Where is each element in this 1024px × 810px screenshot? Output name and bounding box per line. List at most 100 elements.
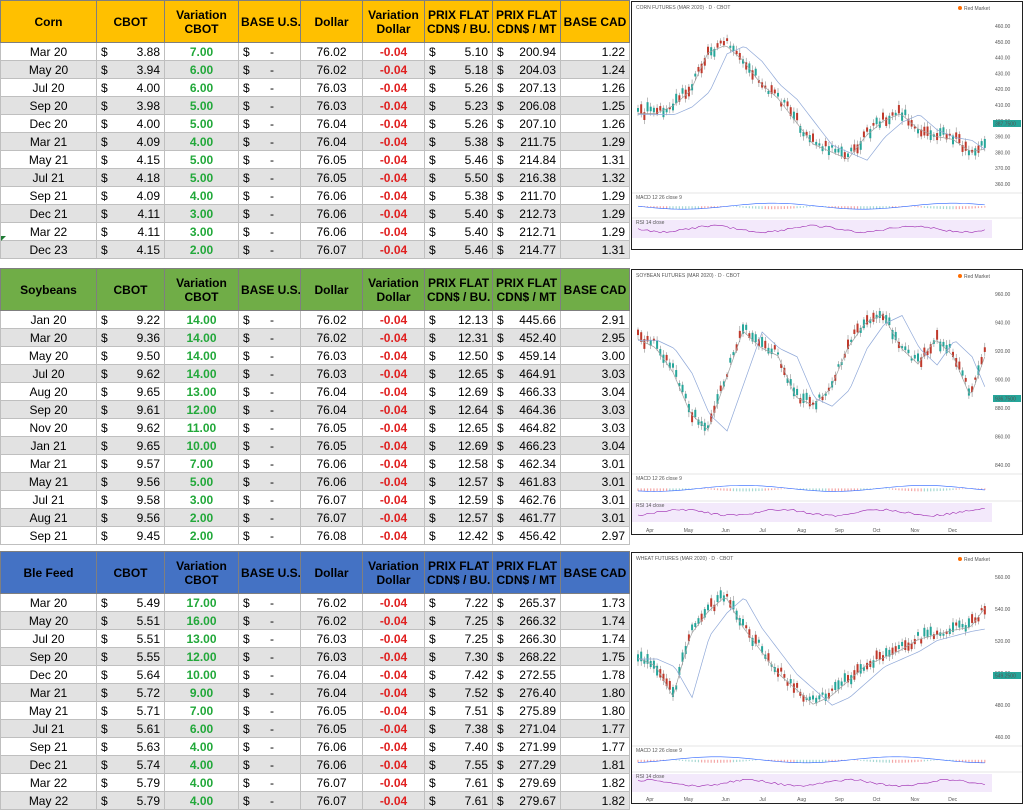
flat-price-mt: $212.73 bbox=[493, 205, 561, 223]
candle-body bbox=[923, 628, 925, 637]
macd-histogram-bar bbox=[825, 488, 826, 491]
dollar-rate: 76.02 bbox=[301, 329, 363, 347]
macd-histogram-bar bbox=[911, 488, 912, 491]
currency-symbol: $ bbox=[497, 117, 504, 131]
money-value: $- bbox=[243, 704, 296, 718]
macd-histogram-bar bbox=[707, 760, 708, 763]
currency-symbol: $ bbox=[429, 403, 436, 417]
amount: 7.40 bbox=[465, 740, 488, 754]
money-value: $5.61 bbox=[101, 722, 160, 736]
dollar-rate: 76.06 bbox=[301, 756, 363, 774]
currency-symbol: $ bbox=[429, 668, 436, 682]
money-value: $5.51 bbox=[101, 632, 160, 646]
candle-body bbox=[809, 397, 811, 406]
macd-histogram-bar bbox=[873, 206, 874, 209]
header-line: Dollar bbox=[303, 566, 360, 580]
candle-body bbox=[758, 640, 760, 643]
cbot-price: $9.45 bbox=[97, 527, 165, 545]
flat-price-bu: $12.31 bbox=[425, 329, 493, 347]
money-value: $464.36 bbox=[497, 403, 556, 417]
commodity-name: Corn bbox=[1, 1, 97, 43]
currency-symbol: $ bbox=[243, 668, 250, 682]
candle-body bbox=[837, 364, 839, 366]
variation-dollar: -0.04 bbox=[363, 509, 425, 527]
macd-histogram-bar bbox=[851, 488, 852, 490]
money-value: $- bbox=[243, 758, 296, 772]
candle-body bbox=[904, 346, 906, 350]
macd-histogram-bar bbox=[911, 760, 912, 763]
amount: 7.25 bbox=[465, 614, 488, 628]
macd-histogram-bar bbox=[936, 488, 937, 491]
flat-price-bu: $12.57 bbox=[425, 509, 493, 527]
money-value: $7.38 bbox=[429, 722, 488, 736]
macd-histogram-bar bbox=[736, 206, 737, 207]
currency-symbol: $ bbox=[497, 225, 504, 239]
macd-histogram-bar bbox=[806, 760, 807, 763]
candle-body bbox=[847, 153, 849, 157]
candle-body bbox=[974, 378, 976, 380]
chart-title: CORN FUTURES (MAR 2020) · D · CBOT bbox=[636, 5, 730, 11]
chart-title: WHEAT FUTURES (MAR 2020) · D · CBOT bbox=[636, 556, 733, 562]
macd-histogram-bar bbox=[835, 488, 836, 491]
macd-histogram-bar bbox=[800, 206, 801, 208]
candle-body bbox=[857, 324, 859, 333]
y-tick-label: 380.00 bbox=[995, 150, 1011, 156]
macd-histogram-bar bbox=[755, 206, 756, 208]
money-value: $3.94 bbox=[101, 63, 160, 77]
base-cad: 1.78 bbox=[561, 666, 630, 684]
dollar-rate: 76.06 bbox=[301, 473, 363, 491]
candle-body bbox=[694, 74, 696, 77]
currency-symbol: $ bbox=[243, 171, 250, 185]
money-value: $- bbox=[243, 153, 296, 167]
money-value: $12.58 bbox=[429, 457, 488, 471]
base-cad: 1.24 bbox=[561, 61, 630, 79]
amount: 214.77 bbox=[519, 243, 556, 257]
header-line: Variation bbox=[365, 559, 422, 573]
moving-average-line bbox=[638, 598, 985, 704]
variation-cbot: 4.00 bbox=[165, 756, 239, 774]
candle-body bbox=[777, 93, 779, 97]
amount: 7.30 bbox=[465, 650, 488, 664]
contract-month: Mar 21 bbox=[1, 133, 97, 151]
price-tag-label: 549.2500 bbox=[995, 674, 1016, 680]
flat-price-mt: $461.77 bbox=[493, 509, 561, 527]
flat-price-mt: $214.77 bbox=[493, 241, 561, 259]
currency-symbol: $ bbox=[429, 99, 436, 113]
variation-dollar: -0.04 bbox=[363, 241, 425, 259]
amount: 459.14 bbox=[519, 349, 556, 363]
flat-price-bu: $7.30 bbox=[425, 648, 493, 666]
header-line: PRIX FLAT bbox=[495, 559, 558, 573]
dash: - bbox=[270, 776, 296, 790]
dollar-rate: 76.06 bbox=[301, 738, 363, 756]
candle-body bbox=[720, 41, 722, 44]
variation-dollar: -0.04 bbox=[363, 43, 425, 61]
money-value: $- bbox=[243, 740, 296, 754]
money-value: $206.08 bbox=[497, 99, 556, 113]
money-value: $12.64 bbox=[429, 403, 488, 417]
macd-histogram-bar bbox=[975, 760, 976, 763]
macd-label: MACD 12 26 close 9 bbox=[636, 195, 682, 201]
candle-body bbox=[745, 325, 747, 330]
candle-body bbox=[726, 594, 728, 597]
macd-histogram-bar bbox=[952, 488, 953, 490]
candle-body bbox=[736, 51, 738, 54]
macd-histogram-bar bbox=[723, 760, 724, 763]
variation-cbot: 4.00 bbox=[165, 792, 239, 810]
macd-histogram-bar bbox=[917, 760, 918, 762]
candle-body bbox=[694, 410, 696, 417]
base-cad: 3.01 bbox=[561, 491, 630, 509]
amount: 204.03 bbox=[519, 63, 556, 77]
macd-histogram-bar bbox=[768, 488, 769, 490]
candle-body bbox=[942, 634, 944, 636]
amount: 272.55 bbox=[519, 668, 556, 682]
macd-histogram-bar bbox=[924, 760, 925, 762]
candle-body bbox=[850, 675, 852, 684]
macd-histogram-bar bbox=[860, 206, 861, 209]
amount: 211.75 bbox=[520, 135, 556, 149]
candle-body bbox=[927, 127, 929, 136]
macd-histogram-bar bbox=[777, 488, 778, 489]
contract-month: Mar 22 bbox=[1, 774, 97, 792]
candle-body bbox=[917, 632, 919, 636]
